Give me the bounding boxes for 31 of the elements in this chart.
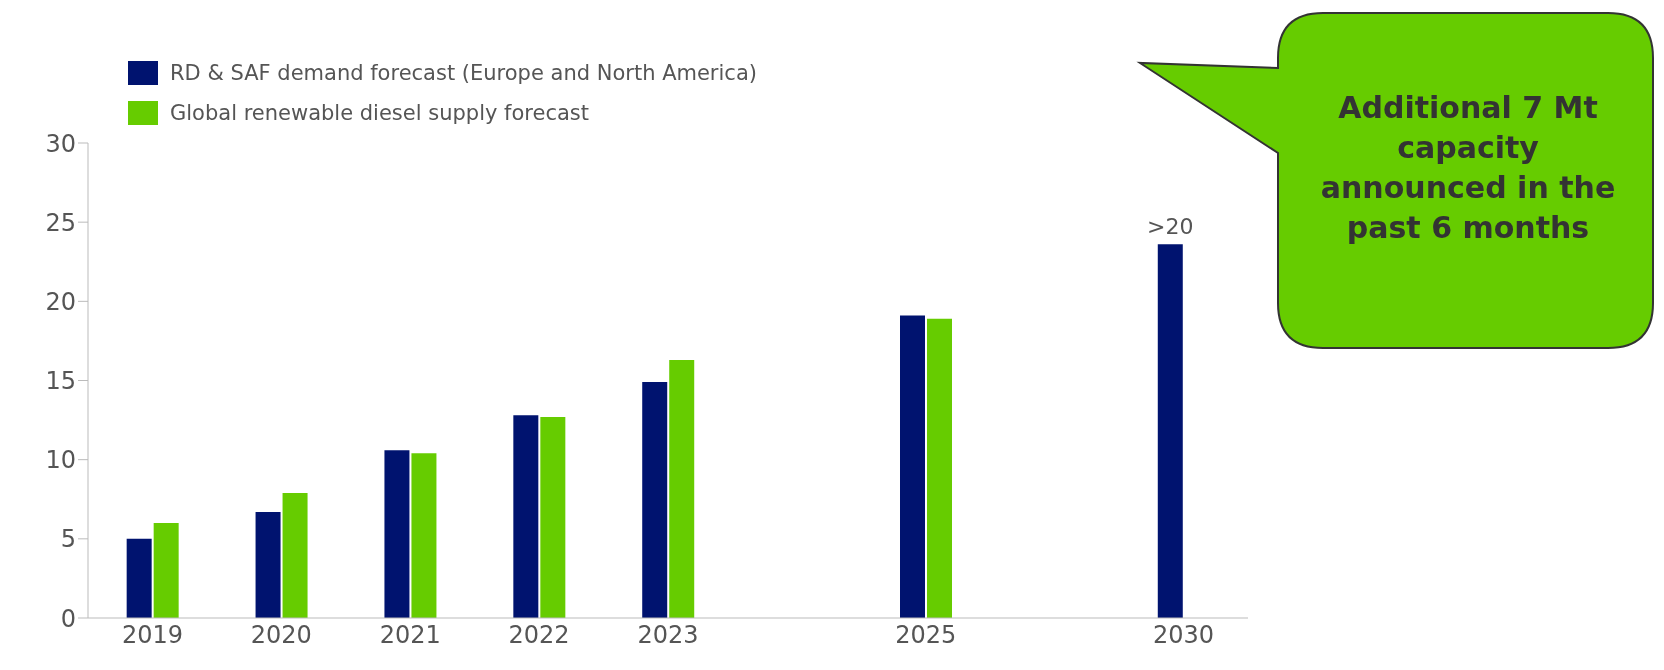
bar [1157, 244, 1183, 618]
y-tick-label: 15 [45, 367, 76, 396]
bar [669, 359, 695, 618]
x-tick-label: 2022 [508, 621, 570, 650]
bar [900, 315, 925, 618]
x-tick-label: 2030 [1153, 621, 1215, 650]
bar [411, 453, 437, 618]
y-tick-label: 25 [45, 208, 76, 237]
bar [642, 382, 668, 618]
text: Additional 7 Mt capacity announced in the past 6 months [1319, 89, 1617, 247]
bar [126, 538, 152, 618]
y-tick-label: 30 [45, 129, 76, 158]
x-tick-label: 2019 [121, 621, 183, 650]
bar [282, 492, 308, 618]
x-tick-label: 2021 [379, 621, 441, 650]
legend-label: RD & SAF demand forecast (Europe and North America) [170, 61, 757, 85]
y-tick-label: 5 [60, 525, 76, 554]
bar [513, 415, 539, 618]
y-tick-label: 20 [45, 287, 76, 316]
bar [927, 318, 952, 618]
data-label: >20 [1147, 214, 1194, 240]
legend-label: Global renewable diesel supply forecast [170, 101, 590, 125]
x-tick-label: 2025 [895, 621, 957, 650]
x-tick-label: 2023 [637, 621, 699, 650]
bar [540, 416, 566, 618]
y-tick-label: 10 [45, 446, 76, 475]
x-tick-label: 2020 [250, 621, 312, 650]
bar [384, 450, 410, 618]
y-tick-label: 0 [60, 604, 76, 633]
bar [153, 523, 179, 618]
bar [255, 511, 281, 618]
